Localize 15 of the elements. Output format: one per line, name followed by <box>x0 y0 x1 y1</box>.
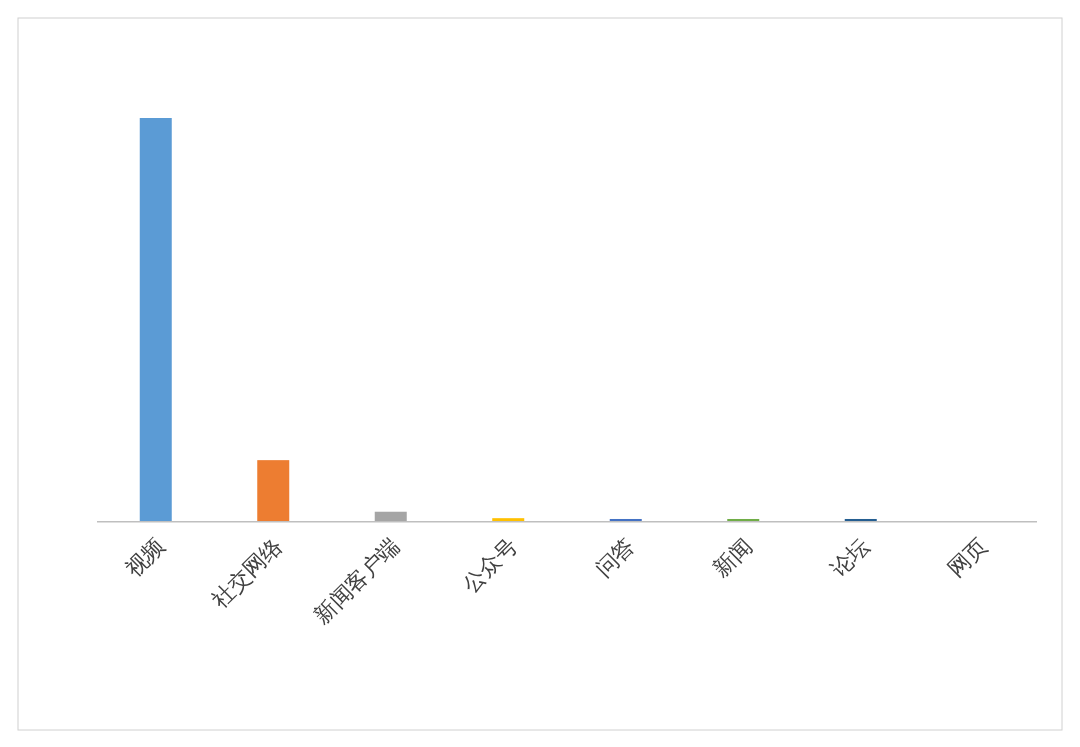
x-tick-label: 新闻客户端 <box>308 532 405 629</box>
bar <box>609 518 642 521</box>
x-tick-label: 公众号 <box>457 532 522 598</box>
x-tick-label: 视频 <box>120 532 170 582</box>
bar <box>727 518 760 521</box>
bar <box>844 518 877 521</box>
bar <box>139 118 172 521</box>
x-tick-label: 新闻 <box>708 532 757 582</box>
x-tick-label: 论坛 <box>825 532 875 582</box>
x-tick-label: 社交网络 <box>206 532 287 613</box>
bar <box>257 460 290 521</box>
x-tick-label: 网页 <box>943 532 992 582</box>
x-tick-label: 问答 <box>590 532 640 582</box>
bar <box>492 518 525 521</box>
bar <box>374 511 407 521</box>
